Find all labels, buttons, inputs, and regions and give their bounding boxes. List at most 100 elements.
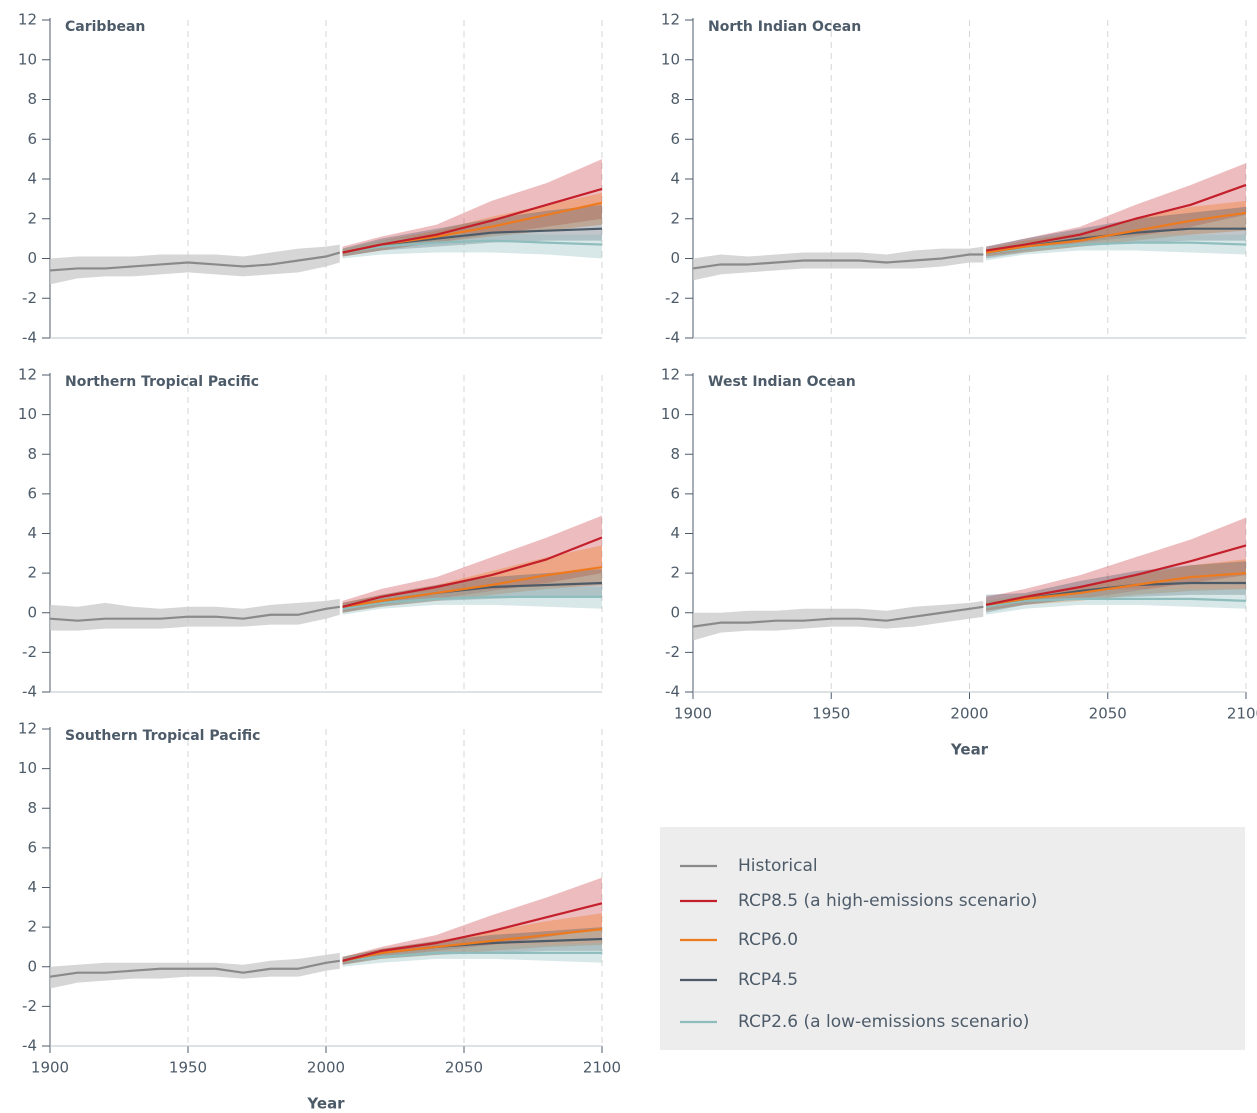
y-tick-label: 8: [27, 90, 37, 108]
legend-box: [660, 827, 1245, 1050]
y-tick-label: -4: [665, 683, 680, 701]
series-line: [49, 959, 340, 978]
series-line: [342, 902, 603, 962]
series-line: [985, 183, 1247, 252]
y-tick-label: 0: [27, 249, 37, 267]
legend-label: RCP8.5 (a high-emissions scenario): [738, 891, 1037, 911]
y-tick-label: 10: [18, 50, 37, 68]
y-tick-label: 6: [27, 130, 37, 148]
uncertainty-band: [986, 517, 1246, 611]
uncertainty-band: [50, 598, 340, 631]
y-tick-label: 12: [18, 720, 37, 738]
x-tick-label: 2000: [307, 1059, 345, 1077]
y-tick-label: 2: [27, 918, 37, 936]
y-tick-label: -2: [22, 997, 37, 1015]
series-line: [342, 566, 603, 608]
uncertainty-band: [50, 244, 340, 285]
series-line: [985, 241, 1247, 254]
y-tick-label: 10: [18, 405, 37, 423]
series-line: [985, 572, 1247, 606]
x-tick-label: 1900: [31, 1059, 69, 1077]
x-tick-label: 1950: [169, 1059, 207, 1077]
x-tick-label: 2050: [445, 1059, 483, 1077]
y-tick-label: 8: [27, 445, 37, 463]
series-line: [342, 595, 602, 610]
y-tick-label: 0: [670, 603, 680, 621]
y-tick-label: 4: [27, 524, 37, 542]
uncertainty-band: [342, 913, 602, 965]
x-tick-label: 1950: [812, 705, 850, 723]
y-tick-label: -2: [665, 289, 680, 307]
y-tick-label: 10: [661, 50, 680, 68]
y-tick-label: 6: [670, 484, 680, 502]
panel-title: West Indian Ocean: [708, 374, 856, 390]
series-line: [342, 951, 602, 962]
y-tick-label: -4: [22, 1037, 37, 1055]
uncertainty-band: [693, 246, 984, 281]
y-tick-label: 12: [18, 366, 37, 384]
x-tick-label: 2050: [1089, 705, 1127, 723]
series-line: [49, 251, 341, 272]
y-tick-label: 4: [27, 170, 37, 188]
panel-title: Caribbean: [65, 19, 145, 35]
y-tick-label: 0: [670, 249, 680, 267]
y-tick-label: 8: [670, 445, 680, 463]
legend-label: RCP4.5: [738, 970, 798, 990]
uncertainty-band: [986, 163, 1246, 257]
legend-label: RCP2.6 (a low-emissions scenario): [738, 1012, 1029, 1032]
series-line: [692, 605, 984, 628]
y-tick-label: 2: [670, 209, 680, 227]
uncertainty-band: [342, 877, 602, 965]
y-tick-label: 10: [661, 405, 680, 423]
series-line: [342, 187, 603, 254]
legend-label: RCP6.0: [738, 930, 798, 950]
y-tick-label: 10: [18, 759, 37, 777]
panel-title: North Indian Ocean: [708, 19, 861, 35]
y-tick-label: 6: [27, 838, 37, 856]
uncertainty-band: [342, 515, 602, 613]
y-tick-label: 6: [670, 130, 680, 148]
x-tick-label: 2100: [583, 1059, 621, 1077]
y-tick-label: -4: [22, 683, 37, 701]
y-tick-label: 0: [27, 603, 37, 621]
y-tick-label: 2: [670, 564, 680, 582]
y-tick-label: 8: [670, 90, 680, 108]
uncertainty-band: [342, 586, 602, 615]
series-line: [49, 605, 340, 622]
y-tick-label: -4: [665, 329, 680, 347]
y-tick-label: 6: [27, 484, 37, 502]
uncertainty-band: [50, 952, 340, 989]
uncertainty-band: [986, 234, 1246, 261]
y-tick-label: -2: [22, 643, 37, 661]
series-line: [692, 253, 984, 270]
panel-title: Northern Tropical Pacific: [65, 374, 259, 390]
uncertainty-band: [342, 942, 602, 967]
y-tick-label: -2: [22, 289, 37, 307]
series-line: [985, 597, 1247, 608]
uncertainty-band: [693, 600, 984, 641]
x-axis-label: Year: [950, 741, 989, 759]
y-tick-label: -4: [22, 329, 37, 347]
series-line: [985, 544, 1247, 606]
uncertainty-band: [986, 559, 1246, 611]
y-tick-label: 8: [27, 799, 37, 817]
x-tick-label: 2100: [1227, 705, 1257, 723]
x-tick-label: 2000: [950, 705, 988, 723]
uncertainty-band: [342, 159, 602, 257]
series-line: [985, 211, 1247, 254]
legend-label: Historical: [738, 856, 818, 876]
y-tick-label: 4: [670, 524, 680, 542]
x-tick-label: 1900: [674, 705, 712, 723]
y-tick-label: 4: [670, 170, 680, 188]
y-tick-label: 4: [27, 878, 37, 896]
y-tick-label: 2: [27, 209, 37, 227]
y-tick-label: 12: [661, 11, 680, 29]
y-tick-label: 0: [27, 957, 37, 975]
series-line: [342, 536, 603, 608]
y-tick-label: 12: [661, 366, 680, 384]
y-tick-label: 2: [27, 564, 37, 582]
x-axis-label: Year: [306, 1095, 345, 1113]
y-tick-label: -2: [665, 643, 680, 661]
y-tick-label: 12: [18, 11, 37, 29]
